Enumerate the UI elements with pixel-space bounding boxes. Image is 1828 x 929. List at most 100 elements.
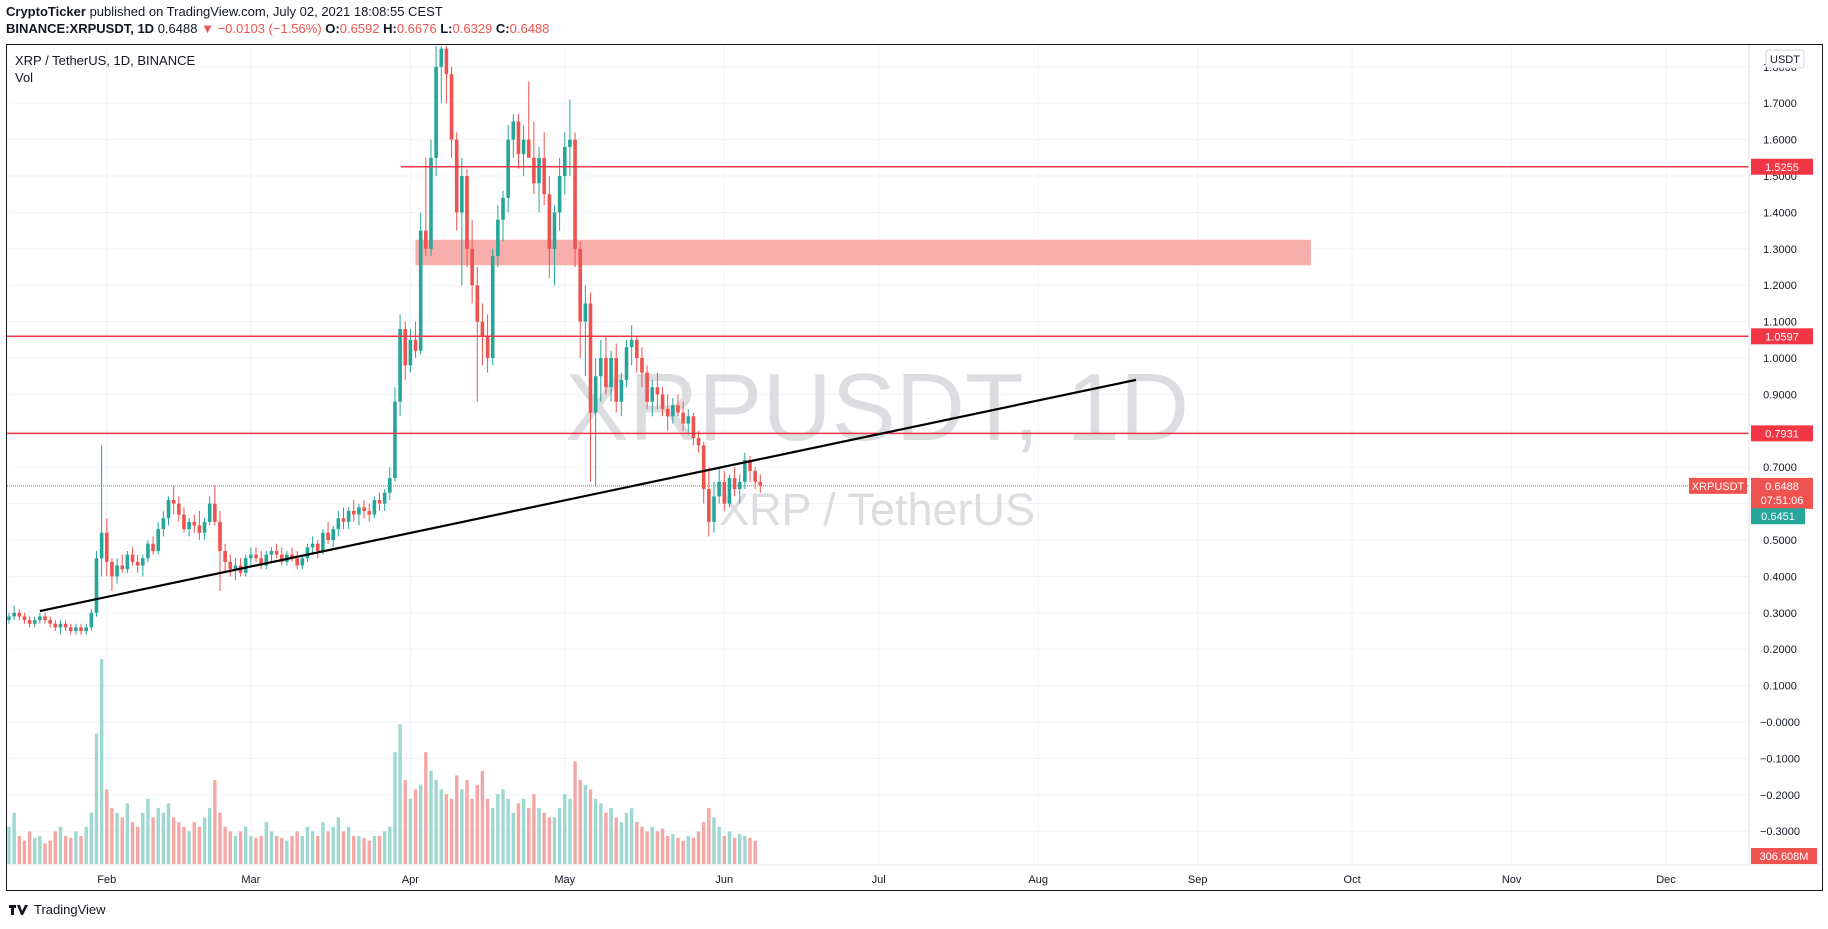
volume-bar (274, 836, 279, 864)
volume-bar (146, 798, 150, 864)
volume-bar (43, 843, 47, 864)
candle-body (300, 558, 305, 566)
candle-body (326, 532, 330, 541)
price-tick-label: 0.3000 (1763, 608, 1797, 620)
volume-bar (326, 831, 330, 864)
candle-body (120, 565, 125, 570)
volume-bar (94, 733, 99, 864)
candle-body (712, 496, 716, 522)
volume-bar (48, 840, 52, 864)
volume-bar (686, 836, 690, 864)
level-badge-label: 1.0597 (1765, 331, 1799, 343)
volume-bar (629, 808, 634, 864)
candle-body (460, 176, 464, 213)
candle-body (696, 438, 701, 446)
volume-bar (17, 836, 21, 864)
volume-bar (753, 840, 757, 864)
candle-body (7, 616, 11, 621)
candle-body (269, 550, 274, 555)
candle-body (156, 529, 161, 551)
candle-body (583, 303, 588, 322)
candle-body (665, 409, 670, 417)
candle-body (521, 139, 526, 155)
volume-bar (316, 836, 320, 864)
candle-body (671, 405, 675, 417)
candle-body (177, 503, 181, 515)
volume-bar (732, 837, 737, 864)
price-tick-label: 1.3000 (1763, 244, 1797, 256)
candle-body (79, 627, 83, 632)
candle-body (578, 248, 583, 322)
author-name[interactable]: CryptoTicker (6, 4, 86, 19)
volume-bar (449, 798, 454, 864)
candle-body (264, 554, 269, 566)
volume-bar (398, 724, 402, 864)
candle-body (94, 558, 99, 613)
volume-bar (238, 831, 243, 864)
footer-brand[interactable]: TradingView (34, 902, 106, 917)
candle-body (58, 623, 63, 628)
price-tick-label: 1.4000 (1763, 207, 1797, 219)
candle-body (336, 518, 341, 530)
volume-bar (671, 834, 675, 864)
volume-bar (141, 812, 145, 864)
candle-body (660, 394, 665, 409)
symbol-line: BINANCE:XRPUSDT, 1D (6, 21, 155, 36)
candle-body (290, 554, 294, 559)
candle-body (223, 550, 227, 562)
close-value: 0.6488 (509, 21, 550, 36)
volume-bar (496, 794, 500, 864)
time-axis: Feb Mar Apr May Jun Jul Aug Sep Oct Nov Dec (7, 864, 1822, 886)
volume-bars (7, 659, 757, 864)
close-label: C: (495, 21, 510, 36)
candle-body (598, 358, 603, 377)
candle-body (274, 550, 279, 555)
candle-body (398, 328, 402, 402)
candle-body (485, 336, 490, 359)
volume-bar (532, 794, 536, 864)
volume-bar (213, 780, 217, 864)
volume-bar (53, 831, 58, 864)
candle-body (161, 518, 166, 530)
candle-body (110, 561, 114, 577)
volume-bar (110, 808, 114, 864)
candle-body (63, 623, 68, 628)
chart-header: CryptoTicker published on TradingView.co… (6, 4, 549, 37)
volume-bar (197, 826, 202, 864)
volume-bar (665, 836, 670, 864)
volume-bar (516, 803, 521, 864)
low-label: L: (440, 21, 453, 36)
candle-body (305, 547, 310, 559)
volume-bar (501, 789, 505, 864)
volume-bar (135, 826, 140, 864)
candle-body (17, 612, 22, 617)
footer: TradingView (8, 902, 106, 917)
candle-body (243, 558, 248, 573)
price-tick-label: 1.2000 (1763, 280, 1797, 292)
volume-bar (285, 840, 289, 864)
candle-body (480, 321, 485, 337)
currency-badge-box (1765, 49, 1805, 69)
open-value: 0.6592 (339, 21, 380, 36)
candle-body (259, 558, 263, 566)
candle-body (115, 565, 119, 577)
volume-bar (583, 784, 588, 864)
volume-bar (362, 837, 366, 864)
volume-bar (413, 789, 418, 864)
volume-bar (63, 836, 68, 864)
candle-body (552, 212, 557, 249)
candle-body (475, 285, 480, 322)
volume-bar (22, 840, 27, 864)
volume-bar (336, 817, 341, 864)
candle-body (413, 339, 418, 351)
price-tick-label: −0.0000 (1760, 717, 1800, 729)
time-tick-label: May (554, 874, 575, 886)
candle-body (197, 525, 202, 533)
volume-bar (130, 822, 135, 864)
price-tick-label: 1.7000 (1763, 98, 1797, 110)
volume-bar (58, 826, 63, 864)
candle-body (640, 358, 644, 373)
candle-body (151, 543, 155, 551)
last-price-label: 0.6488 (1765, 481, 1799, 493)
